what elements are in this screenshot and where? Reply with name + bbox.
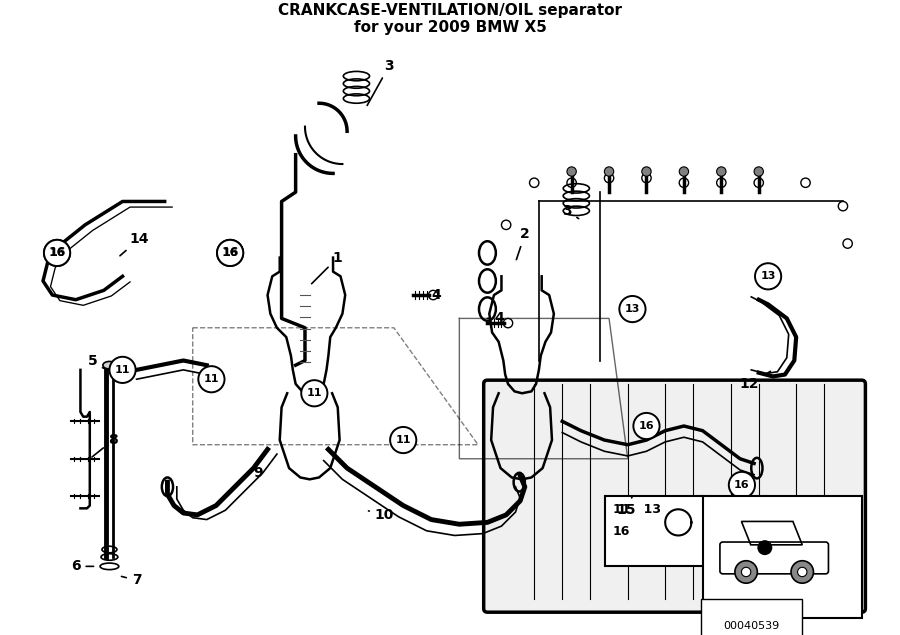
Ellipse shape [205, 370, 218, 379]
Text: 10: 10 [368, 508, 394, 522]
Circle shape [198, 366, 224, 392]
Ellipse shape [103, 361, 116, 369]
Text: 13: 13 [760, 271, 776, 281]
Text: 16: 16 [222, 248, 238, 258]
Text: 12: 12 [740, 371, 770, 391]
Circle shape [716, 167, 726, 176]
Circle shape [44, 240, 70, 266]
Circle shape [619, 296, 645, 322]
Text: 3: 3 [367, 59, 394, 105]
Title: CRANKCASE-VENTILATION/OIL separator
for your 2009 BMW X5: CRANKCASE-VENTILATION/OIL separator for … [278, 3, 622, 35]
Text: 5: 5 [87, 354, 104, 368]
Circle shape [755, 264, 781, 290]
Circle shape [567, 167, 576, 176]
Text: 16: 16 [613, 526, 630, 538]
Text: 7: 7 [122, 573, 141, 587]
FancyBboxPatch shape [720, 542, 829, 574]
Text: 4: 4 [425, 288, 441, 302]
Circle shape [642, 167, 652, 176]
Circle shape [680, 167, 688, 176]
Circle shape [742, 567, 751, 577]
Circle shape [797, 567, 807, 577]
Circle shape [110, 357, 136, 383]
Text: 11: 11 [203, 374, 220, 384]
Text: 2: 2 [517, 227, 530, 260]
Circle shape [735, 561, 757, 583]
Circle shape [729, 472, 755, 498]
Text: 16: 16 [221, 246, 239, 260]
Text: 11   13: 11 13 [613, 503, 661, 516]
Text: 00040539: 00040539 [723, 621, 779, 631]
Text: 16: 16 [50, 248, 65, 258]
Circle shape [217, 240, 243, 266]
Text: 3: 3 [562, 204, 579, 218]
Text: 9: 9 [247, 466, 263, 480]
Text: 15: 15 [616, 496, 635, 518]
Ellipse shape [116, 370, 129, 379]
Circle shape [217, 240, 243, 266]
Text: 8: 8 [92, 433, 118, 457]
Bar [606, 496, 704, 566]
Text: 4: 4 [488, 311, 505, 325]
Text: 1: 1 [311, 251, 343, 284]
Text: 16: 16 [49, 246, 66, 260]
Circle shape [44, 240, 70, 266]
Text: 14: 14 [120, 232, 149, 256]
Text: 6: 6 [71, 559, 94, 573]
Text: 11: 11 [395, 435, 411, 445]
Text: 16: 16 [734, 480, 750, 490]
FancyBboxPatch shape [483, 380, 866, 612]
Circle shape [791, 561, 814, 583]
Circle shape [302, 380, 328, 406]
Circle shape [754, 167, 763, 176]
Circle shape [605, 167, 614, 176]
Text: 11: 11 [115, 365, 130, 375]
Bar [703, 496, 861, 618]
Text: 13: 13 [625, 304, 640, 314]
Circle shape [757, 540, 772, 555]
Circle shape [634, 413, 660, 439]
Text: 11: 11 [307, 388, 322, 398]
Text: 16: 16 [639, 421, 654, 431]
Circle shape [390, 427, 417, 453]
